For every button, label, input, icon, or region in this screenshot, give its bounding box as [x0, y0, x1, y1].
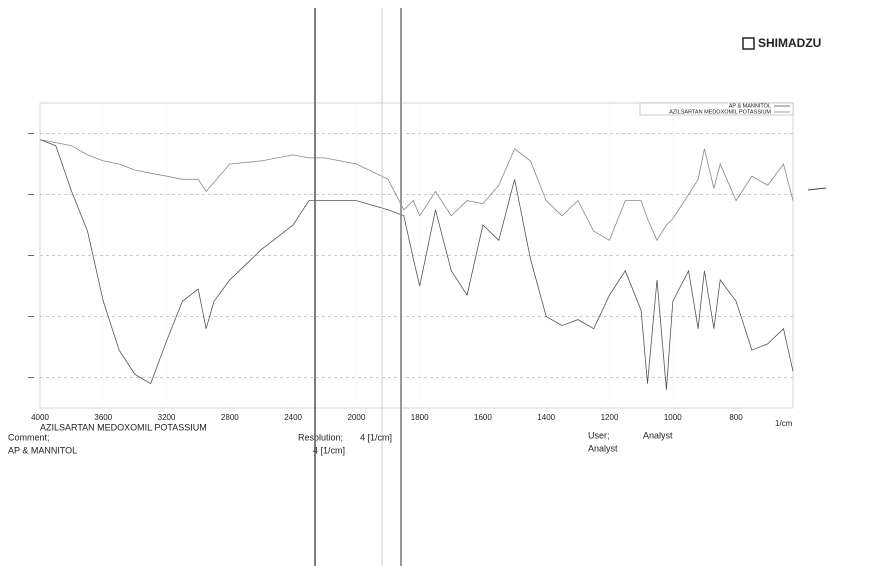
x-tick-label: 3600	[94, 413, 112, 422]
resolution-1: 4 [1/cm]	[360, 432, 392, 442]
x-tick-label: 1200	[601, 413, 619, 422]
x-tick-label: 1800	[411, 413, 429, 422]
user-1: Analyst	[643, 430, 673, 440]
comment-label: Comment;	[8, 432, 50, 442]
sample-name: AZILSARTAN MEDOXOMIL POTASSIUM	[40, 422, 207, 432]
logo-icon	[742, 37, 755, 50]
user-2: Analyst	[588, 443, 618, 453]
legend-label: AZILSARTAN MEDOXOMIL POTASSIUM	[669, 109, 771, 115]
x-tick-label: 2000	[347, 413, 365, 422]
spectrum-line	[39, 139, 794, 242]
resolution-label: Resolution;	[298, 432, 343, 442]
plot: 4000 3600 3200 2800 2400 2000 1800 1600 1400 1200…	[28, 102, 794, 428]
x-tick-label: 3200	[158, 413, 176, 422]
x-axis-label: 1/cm	[775, 419, 793, 428]
legend-box	[639, 102, 794, 116]
x-tick-label: 2400	[284, 413, 302, 422]
scan-mark	[807, 187, 827, 191]
logo: SHIMADZU	[758, 36, 821, 50]
x-tick-label: 2800	[221, 413, 239, 422]
user-label: User;	[588, 430, 610, 440]
spectrum-line	[39, 139, 794, 390]
legend-label: AP & MANNITOL	[729, 103, 771, 109]
x-tick-label: 800	[729, 413, 743, 422]
x-tick-label: 1000	[664, 413, 682, 422]
x-tick-label: 1600	[474, 413, 492, 422]
x-tick-label: 4000	[31, 413, 49, 422]
resolution-2: 4 [1/cm]	[313, 445, 345, 455]
x-tick-label: 1400	[537, 413, 555, 422]
comment-2: AP & MANNITOL	[8, 445, 77, 455]
